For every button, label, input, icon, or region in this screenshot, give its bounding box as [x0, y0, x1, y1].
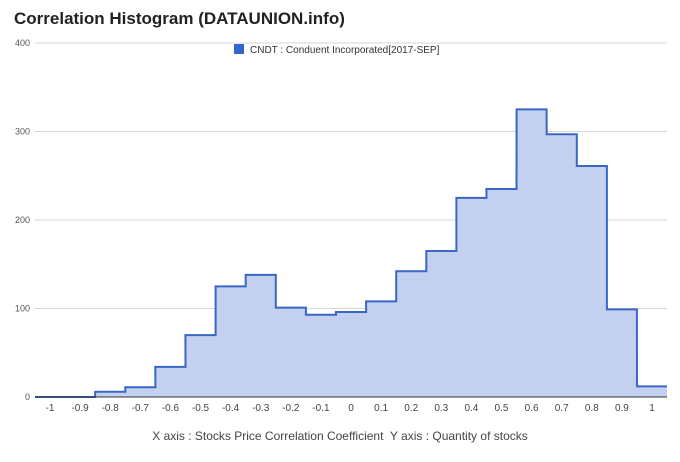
x-axis-ticks: -1 -0.9 -0.8 -0.7 -0.6 -0.5 -0.4 -0.3 -0.2 -0.1 0 0… [46, 403, 656, 414]
y-axis-caption: Y axis : Quantity of stocks [389, 429, 528, 443]
axis-caption: X axis : Stocks Price Correlation Coeffi… [0, 429, 680, 443]
y-axis-ticks: 0 100 200 300 400 [15, 38, 30, 402]
x-tick-label: -0.7 [132, 403, 150, 414]
x-tick-label: -0.1 [312, 403, 330, 414]
y-tick-label: 400 [15, 38, 30, 48]
x-tick-label: -0.9 [71, 403, 89, 414]
x-tick-label: 1 [649, 403, 655, 414]
histogram-area [35, 109, 667, 398]
x-tick-label: -0.6 [162, 403, 180, 414]
histogram-step-line [35, 108, 667, 398]
x-tick-label: 0.4 [464, 403, 478, 414]
x-tick-label: 0.1 [374, 403, 388, 414]
x-axis-caption: X axis : Stocks Price Correlation Coeffi… [152, 429, 384, 443]
y-tick-label: 100 [15, 304, 30, 314]
y-tick-label: 200 [15, 215, 30, 225]
chart-title: Correlation Histogram (DATAUNION.info) [14, 9, 345, 28]
y-tick-label: 0 [25, 392, 30, 402]
x-tick-label: 0 [348, 403, 354, 414]
x-tick-label: 0.9 [615, 403, 629, 414]
x-tick-label: 0.2 [404, 403, 418, 414]
x-tick-label: 0.3 [434, 403, 448, 414]
x-tick-label: 0.6 [525, 403, 539, 414]
x-tick-label: -1 [46, 403, 55, 414]
x-tick-label: 0.8 [585, 403, 599, 414]
x-tick-label: 0.7 [555, 403, 569, 414]
x-tick-label: -0.8 [102, 403, 120, 414]
legend-swatch [234, 44, 244, 54]
legend[interactable]: CNDT : Conduent Incorporated[2017-SEP] [234, 44, 440, 56]
x-tick-label: -0.3 [252, 403, 270, 414]
y-tick-label: 300 [15, 127, 30, 137]
x-tick-label: 0.5 [495, 403, 509, 414]
x-tick-label: -0.5 [192, 403, 210, 414]
x-tick-label: -0.4 [222, 403, 240, 414]
legend-label: CNDT : Conduent Incorporated[2017-SEP] [250, 45, 440, 56]
x-tick-label: -0.2 [282, 403, 300, 414]
